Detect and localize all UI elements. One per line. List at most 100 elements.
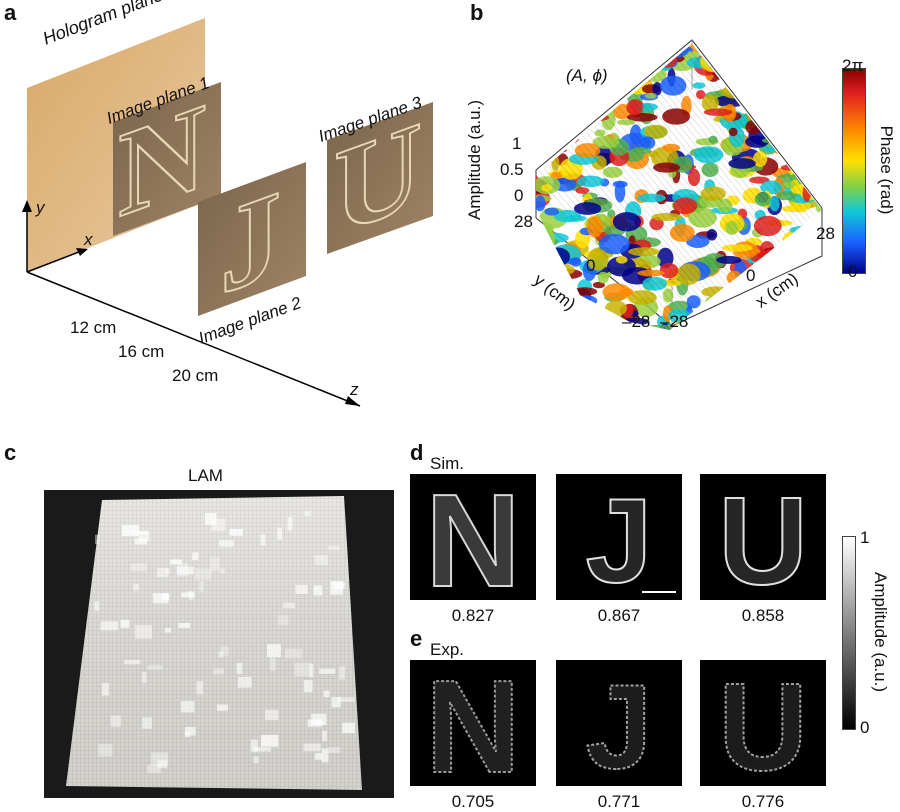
panel-e-label: e [410,626,423,651]
exp-image-u: U [700,660,826,786]
exp-score-u: 0.776 [741,792,785,811]
surface-patch [800,104,822,114]
distance-16cm: 16 cm [118,342,165,361]
amplitude-colorbar-min: 0 [860,718,870,737]
surface-patch [570,51,600,60]
panel-b-surface-plot [535,39,823,330]
lam-bright-spot [121,525,140,537]
x-tick-28: 28 [816,224,835,243]
surface-patch [688,207,717,228]
surface-patch [701,162,719,177]
surface-patch [547,71,565,93]
lam-bright-spot [135,625,152,639]
exp-image-n: N [410,660,536,786]
lam-bright-spot [260,734,279,747]
surface-patch [587,216,603,238]
surface-patch [804,273,822,281]
surface-patch [579,90,607,105]
lam-bright-spot [98,743,113,757]
surface-patch [820,108,822,128]
surface-patch [573,202,602,215]
surface-patch [800,82,813,97]
lam-bright-spot [141,672,147,683]
surface-patch [771,100,793,115]
surface-patch [651,212,683,221]
surface-mesh-line [536,174,671,330]
image-plane-3 [327,102,433,254]
lam-bright-spot [269,657,276,671]
surface-mesh-line [559,155,693,313]
lam-bright-spot [176,566,194,575]
surface-patch [541,184,552,192]
surface-patch [820,98,822,112]
exp-score-n: 0.705 [451,792,495,811]
lam-bright-spot [134,538,148,545]
lam-bright-spot [162,593,170,600]
lam-bright-spot [264,709,279,720]
surface-patch [812,166,822,183]
surface-patch [652,82,662,96]
distance-12cm: 12 cm [70,318,117,337]
surface-mesh-line [684,50,815,217]
lam-bright-spot [342,722,355,734]
surface-patch [552,83,583,104]
surface-patch [767,69,783,77]
surface-patch [810,44,822,50]
exp-letter-u: U [718,660,808,786]
lam-bright-spot [170,559,182,565]
surface-patch [554,70,563,89]
surface-patch [553,44,581,48]
surface-patch [750,93,767,111]
surface-patch [746,321,767,330]
surface-patch [619,287,634,297]
surface-patch [567,257,581,265]
panel-d-label: d [410,440,424,465]
surface-patch [536,154,549,163]
surface-patch [545,98,558,113]
surface-patch [567,44,599,66]
lam-bright-spot [139,531,150,542]
surface-patch [814,83,822,102]
surface-patch [602,319,621,328]
surface-mesh-line [574,142,709,301]
surface-patch [548,45,566,63]
surface-patch [802,129,822,145]
surface-patch [662,108,690,125]
surface-patch [754,192,771,207]
lam-bright-spot [164,628,171,633]
surface-patch [779,116,788,129]
axis-x-label: x [84,230,93,249]
surface-patch [781,164,799,171]
surface-patch [536,79,545,100]
surface-patch [782,181,796,188]
lam-bright-spot [210,557,220,572]
surface-patch [536,139,544,153]
surface-mesh-line [633,93,766,256]
surface-mesh-line [652,76,785,241]
y-tick-minus-28: –28 [622,312,651,331]
lam-bright-spot [120,619,130,628]
surface-patch [536,111,549,129]
surface-mesh-line [687,47,819,214]
surface-mesh-line [641,86,773,250]
distance-20cm: 20 cm [172,366,219,385]
image-plane-1 [113,82,221,236]
surface-mesh-line [606,115,739,277]
surface-patch [639,136,656,150]
surface-patch [567,44,591,45]
lam-bright-spot [321,748,329,763]
surface-patch [716,255,742,264]
lam-bright-spot [147,764,161,774]
lam-bright-spot [303,680,313,693]
surface-patch [698,44,722,53]
surface-mesh-line [617,106,750,268]
surface-patch [658,44,668,51]
surface-patch [575,295,598,307]
surface-patch [556,82,584,104]
surface-patch [818,44,822,50]
sim-score-n: 0.827 [451,606,495,625]
surface-patch [773,44,791,56]
surface-patch [781,308,796,327]
phase-colorbar [842,68,866,274]
surface-patch [545,326,554,330]
